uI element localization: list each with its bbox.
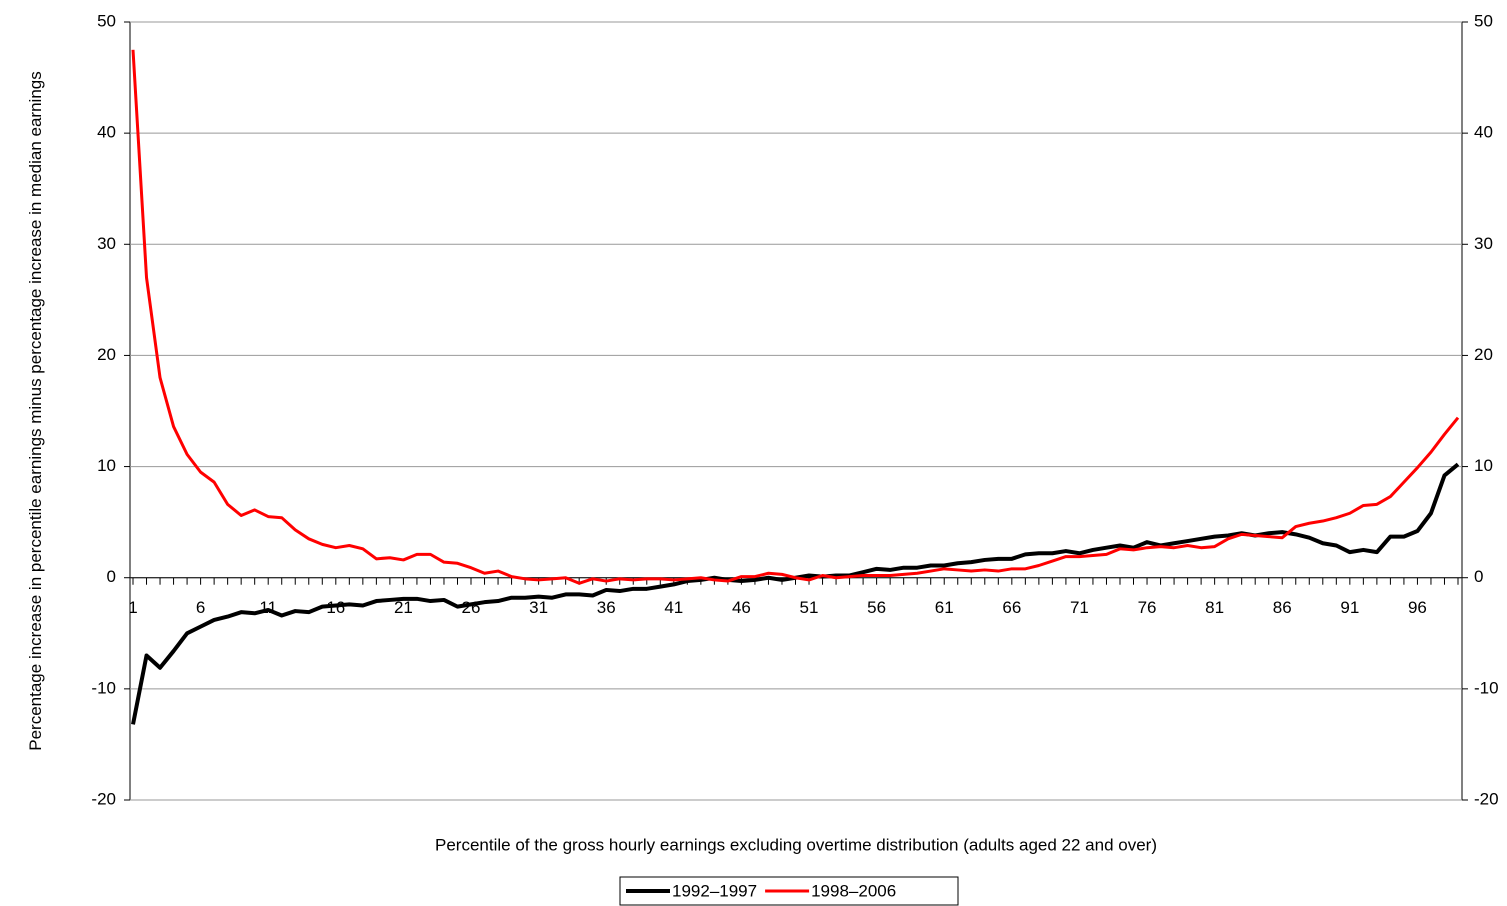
y2-tick-label: -10 (1474, 678, 1499, 697)
x-tick-label: 91 (1340, 598, 1359, 617)
x-tick-label: 36 (597, 598, 616, 617)
x-tick-label: 81 (1205, 598, 1224, 617)
y2-tick-label: 10 (1474, 456, 1493, 475)
x-tick-label: 66 (1002, 598, 1021, 617)
y-tick-label: 40 (97, 123, 116, 142)
x-tick-label: 46 (732, 598, 751, 617)
x-tick-label: 16 (326, 598, 345, 617)
plot-frame (129, 21, 1463, 801)
x-axis-title: Percentile of the gross hourly earnings … (435, 835, 1157, 854)
x-tick-label: 41 (664, 598, 683, 617)
legend-label: 1998–2006 (811, 881, 896, 900)
x-tick-label: 1 (128, 598, 137, 617)
x-tick-label: 61 (935, 598, 954, 617)
y-tick-label: 50 (97, 11, 116, 30)
x-tick-label: 96 (1408, 598, 1427, 617)
y-tick-label: 10 (97, 456, 116, 475)
x-tick-label: 31 (529, 598, 548, 617)
series-line (131, 49, 1460, 585)
y-axis-title: Percentage increase in percentile earnin… (26, 71, 45, 751)
y-tick-label: 0 (107, 567, 116, 586)
series-line (131, 462, 1460, 725)
x-tick-label: 21 (394, 598, 413, 617)
legend-label: 1992–1997 (672, 881, 757, 900)
y-tick-label: 20 (97, 345, 116, 364)
x-tick-label: 71 (1070, 598, 1089, 617)
y-tick-label: 30 (97, 234, 116, 253)
y-tick-label: -10 (91, 678, 116, 697)
y2-tick-label: 50 (1474, 11, 1493, 30)
x-tick-label: 86 (1273, 598, 1292, 617)
x-tick-label: 56 (867, 598, 886, 617)
y2-tick-label: 20 (1474, 345, 1493, 364)
y2-tick-label: 30 (1474, 234, 1493, 253)
y2-tick-label: 0 (1474, 567, 1483, 586)
x-tick-label: 26 (462, 598, 481, 617)
y2-tick-label: 40 (1474, 123, 1493, 142)
x-tick-label: 6 (196, 598, 205, 617)
y-tick-label: -20 (91, 789, 116, 808)
x-tick-label: 76 (1138, 598, 1157, 617)
y2-tick-label: -20 (1474, 789, 1499, 808)
x-tick-label: 51 (800, 598, 819, 617)
